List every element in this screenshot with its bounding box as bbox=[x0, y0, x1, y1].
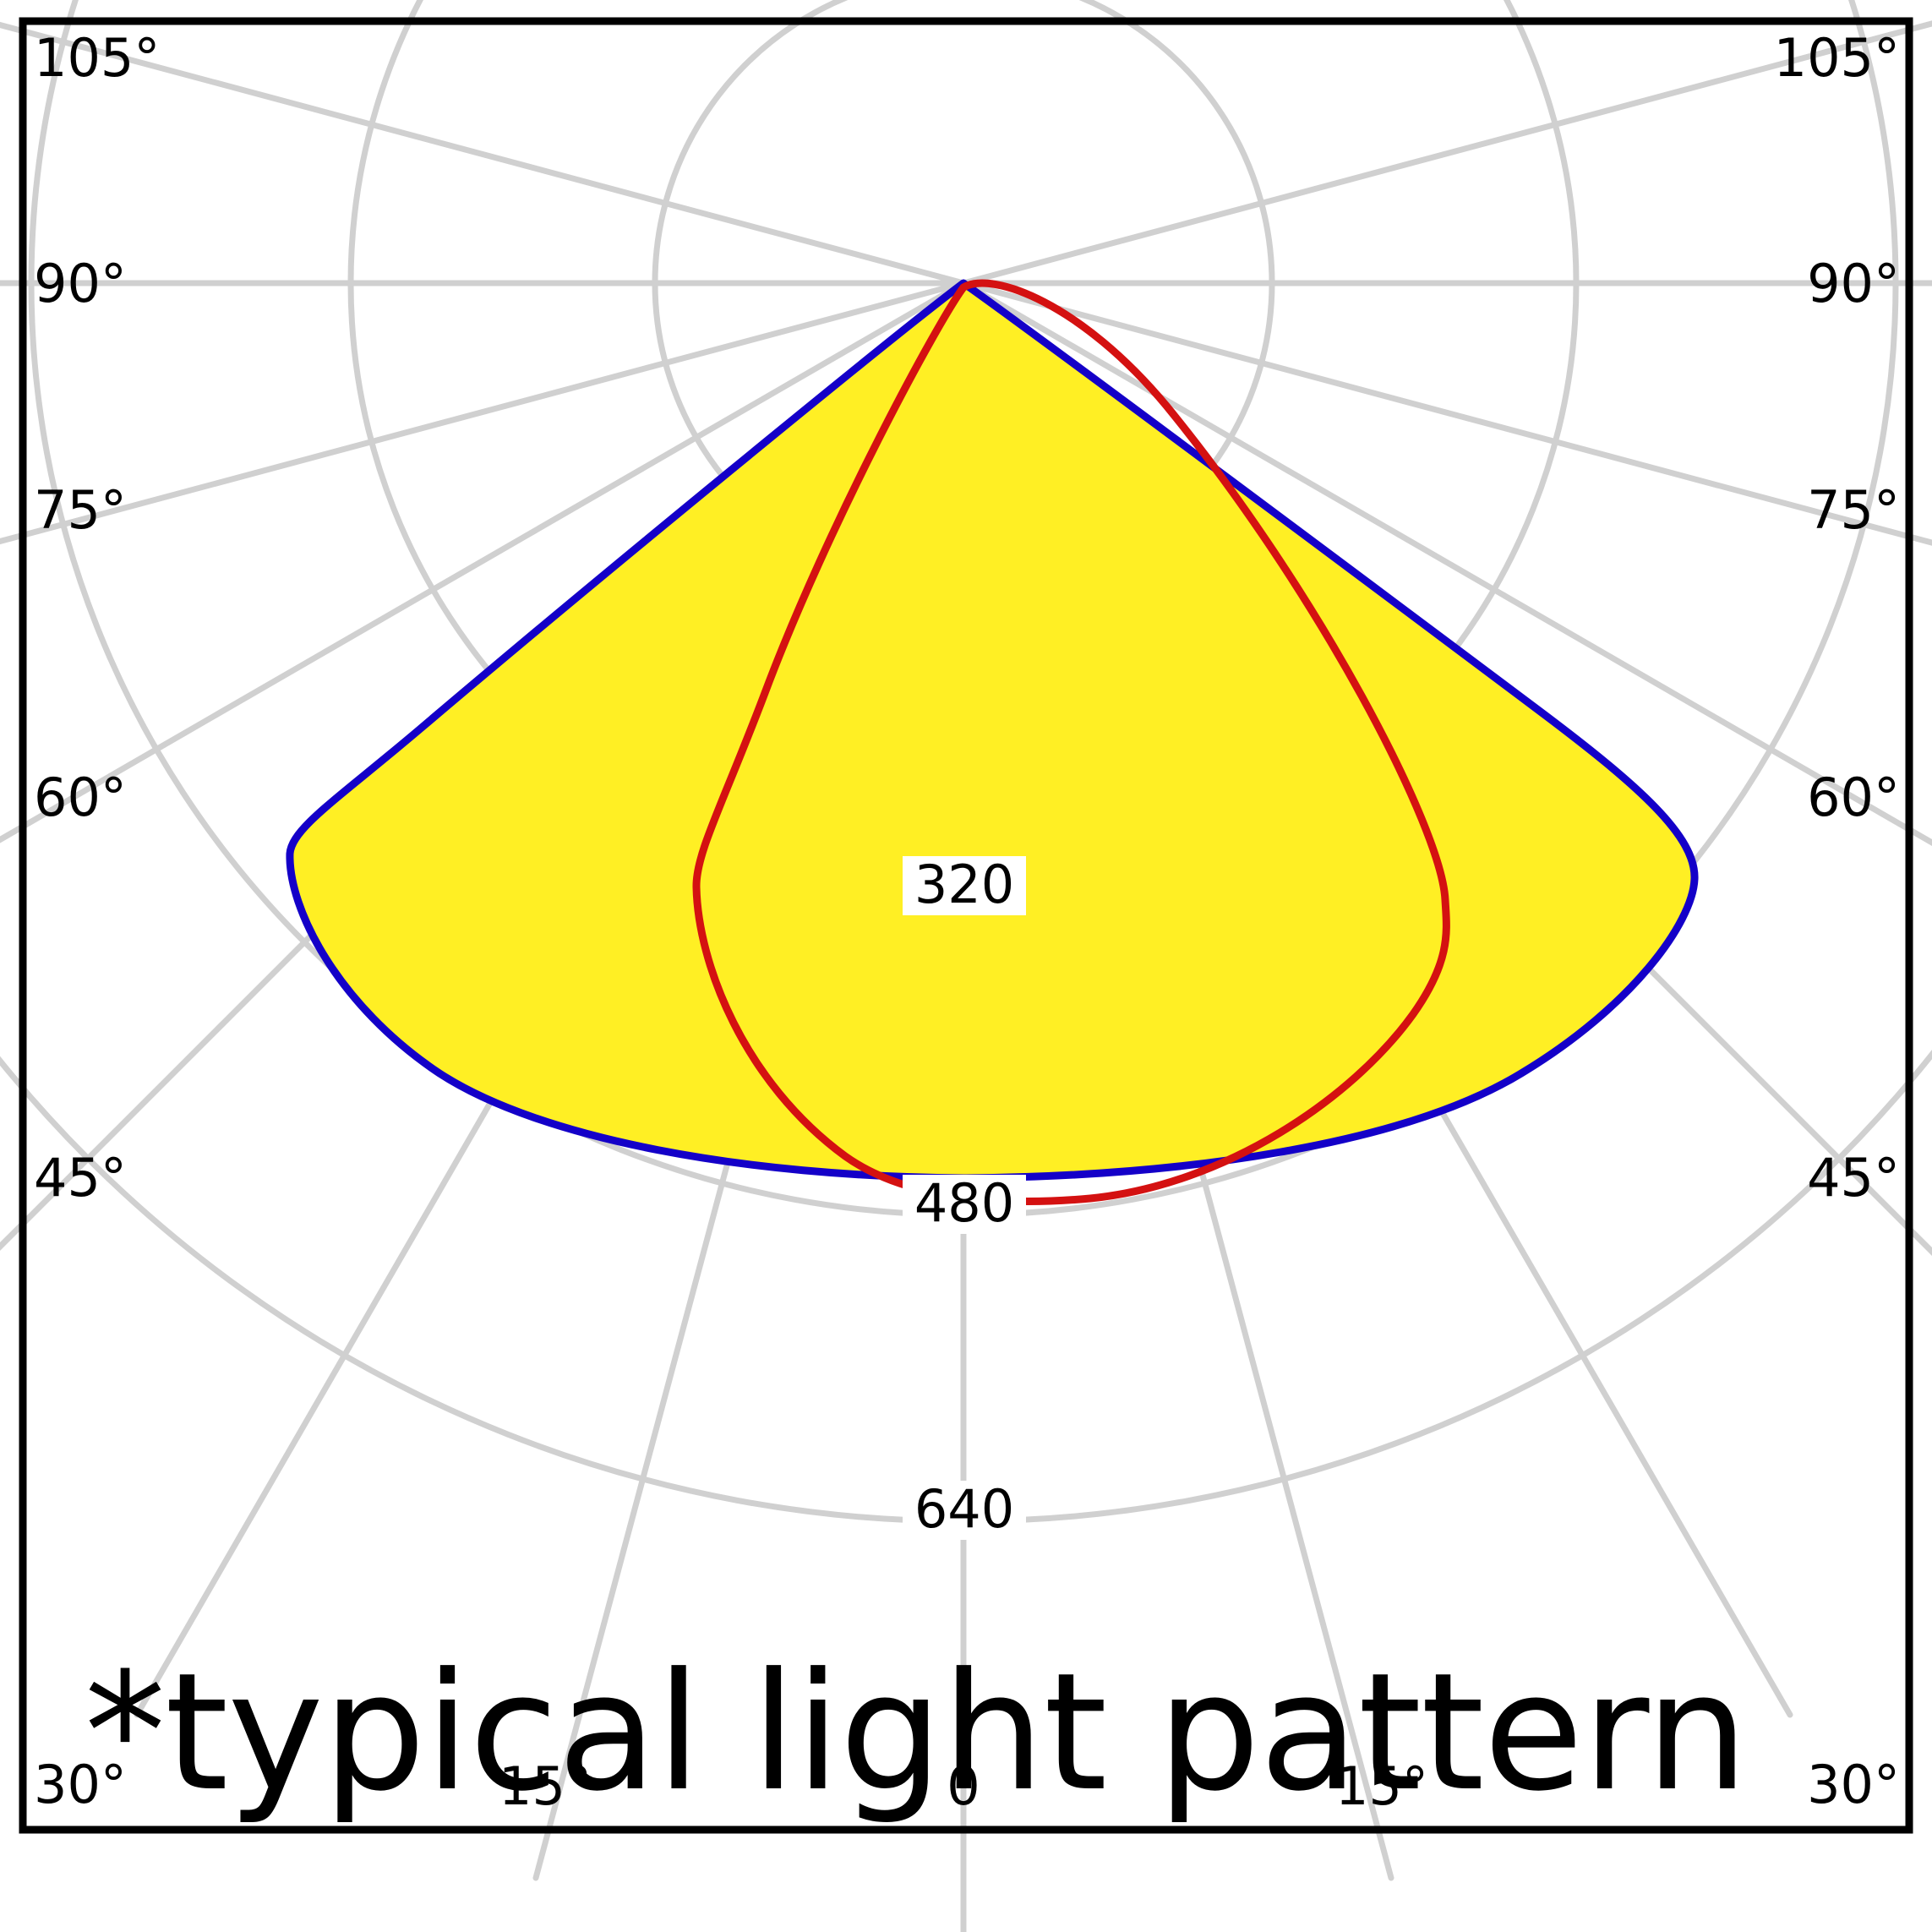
angle-label-right-105: 105° bbox=[1774, 27, 1900, 89]
radial-label-bg-480 bbox=[903, 1175, 1026, 1234]
luminous-area-fill bbox=[289, 283, 1695, 1178]
angle-labels-right: 105° 90° 75° 60° 45° 30° bbox=[1774, 27, 1900, 1815]
radial-label-320: 320 bbox=[914, 854, 1014, 915]
angle-label-left-30: 30° bbox=[34, 1754, 127, 1815]
spoke-minus75 bbox=[0, 280, 967, 545]
angle-label-left-60: 60° bbox=[34, 767, 127, 828]
angle-labels-bottom: 15° 0 15° bbox=[499, 1755, 1428, 1817]
curve-c90-c270 bbox=[692, 279, 1450, 1205]
spoke-minus105 bbox=[0, 21, 967, 287]
angle-label-left-75: 75° bbox=[34, 479, 127, 541]
radial-value-labels: 320 480 640 bbox=[903, 854, 1026, 1540]
angle-label-left-105: 105° bbox=[34, 27, 160, 89]
typical-light-pattern-caption: *typical light pattern bbox=[85, 1639, 1749, 1827]
radial-label-bg-320 bbox=[903, 856, 1026, 915]
grid-ring-320-upper-r bbox=[1503, 0, 1580, 284]
spoke-plus60 bbox=[960, 280, 1932, 847]
spoke-plus105 bbox=[960, 20, 1932, 287]
chart-frame-border bbox=[19, 17, 1913, 1834]
grid-ring-320-upper-l bbox=[347, 0, 424, 284]
angle-label-right-90: 90° bbox=[1807, 253, 1900, 314]
grid-ring-480-upper-l bbox=[28, 0, 79, 284]
angle-label-bottom-right-15: 15° bbox=[1335, 1755, 1428, 1817]
angle-label-right-30: 30° bbox=[1807, 1754, 1900, 1815]
angle-label-bottom-left-15: 15° bbox=[499, 1755, 592, 1817]
spoke-plus75 bbox=[960, 280, 1932, 546]
angle-label-right-75: 75° bbox=[1807, 479, 1900, 541]
spoke-minus60 bbox=[0, 280, 967, 843]
radial-label-640: 640 bbox=[914, 1478, 1014, 1540]
angle-label-right-45: 45° bbox=[1807, 1147, 1900, 1209]
angle-label-bottom-center-0: 0 bbox=[947, 1755, 980, 1817]
radial-label-480: 480 bbox=[914, 1172, 1014, 1234]
grid-ring-480-upper-r bbox=[1847, 0, 1899, 284]
radial-label-bg-640 bbox=[903, 1481, 1026, 1540]
angle-label-right-60: 60° bbox=[1807, 767, 1900, 828]
angle-labels-left: 105° 90° 75° 60° 45° 30° bbox=[34, 27, 160, 1815]
angle-label-left-90: 90° bbox=[34, 253, 127, 314]
angle-label-left-45: 45° bbox=[34, 1147, 127, 1209]
grid-ring-160-upper bbox=[652, 0, 849, 284]
grid-ring-160-upper-r bbox=[1078, 0, 1275, 284]
